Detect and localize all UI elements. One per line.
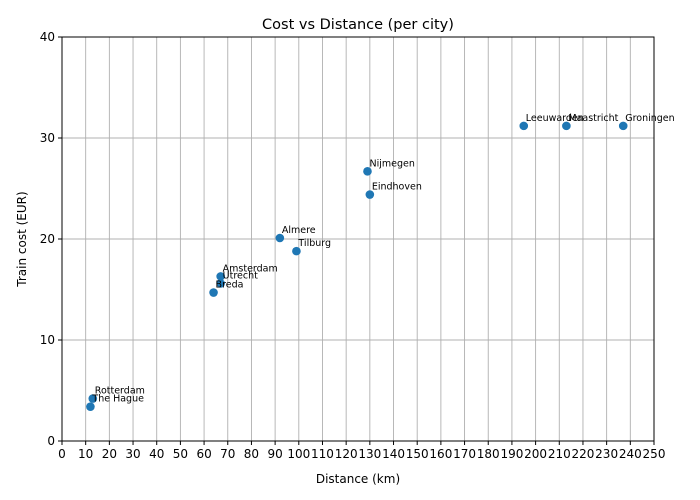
chart-title: Cost vs Distance (per city) <box>262 17 454 33</box>
data-point <box>88 394 98 403</box>
point-label: Eindhoven <box>372 182 422 193</box>
point-label: Maastricht <box>568 113 618 124</box>
data-point <box>365 190 375 199</box>
x-tick-label: 250 <box>643 447 666 461</box>
y-tick-label: 0 <box>47 434 55 448</box>
point-label: Leeuwarden <box>526 113 584 124</box>
data-point <box>618 121 628 131</box>
data-point <box>86 402 95 411</box>
point-label: The Hague <box>91 394 144 405</box>
x-tick-label: 210 <box>548 447 571 461</box>
x-axis-label: Distance (km) <box>316 472 400 486</box>
y-tick-label: 10 <box>40 333 55 347</box>
x-tick-label: 190 <box>500 447 523 461</box>
point-label: Nijmegen <box>369 158 414 169</box>
point-label: Amsterdam <box>223 263 278 274</box>
x-tick-label: 110 <box>311 447 334 461</box>
y-tick-label: 30 <box>40 131 55 145</box>
data-points <box>86 121 628 411</box>
point-label: Groningen <box>625 113 674 124</box>
y-tick-label: 20 <box>40 232 55 246</box>
x-tick-label: 30 <box>125 447 140 461</box>
x-tick-label: 180 <box>477 447 500 461</box>
x-tick-label: 120 <box>335 447 358 461</box>
grid-layer <box>61 36 655 442</box>
x-tick-label: 220 <box>572 447 595 461</box>
x-tick-label: 0 <box>58 447 66 461</box>
x-tick-label: 230 <box>595 447 618 461</box>
x-tick-label: 240 <box>619 447 642 461</box>
x-tick-label: 100 <box>287 447 310 461</box>
data-point <box>216 272 225 281</box>
x-tick-label: 160 <box>429 447 452 461</box>
data-point <box>209 288 218 297</box>
point-label: Tilburg <box>297 238 331 249</box>
data-point <box>292 246 301 256</box>
x-tick-label: 200 <box>524 447 547 461</box>
x-tick-label: 170 <box>453 447 476 461</box>
x-tick-label: 130 <box>358 447 381 461</box>
point-label: Almere <box>282 225 316 236</box>
x-tick-label: 80 <box>244 447 259 461</box>
y-axis-label: Train cost (EUR) <box>15 191 29 287</box>
x-tick-label: 140 <box>382 447 405 461</box>
data-point <box>363 167 372 176</box>
x-tick-label: 40 <box>149 447 164 461</box>
y-tick-label: 40 <box>40 30 55 44</box>
x-tick-label: 90 <box>267 447 282 461</box>
point-label: Utrecht <box>223 270 258 281</box>
point-label: Rotterdam <box>95 386 145 397</box>
x-tick-label: 150 <box>406 447 429 461</box>
data-point <box>275 233 285 243</box>
x-tick-label: 10 <box>78 447 93 461</box>
data-point <box>562 121 571 131</box>
data-point <box>519 121 529 131</box>
x-tick-label: 70 <box>220 447 235 461</box>
x-tick-label: 60 <box>196 447 211 461</box>
x-tick-label: 20 <box>102 447 117 461</box>
tick-layer: 0 10 20 30 40 50 60 70 80 90 100 110 120 130 140 150 160… <box>40 30 666 461</box>
data-point <box>216 279 225 288</box>
x-tick-label: 50 <box>173 447 188 461</box>
point-label: Breda <box>216 280 244 291</box>
